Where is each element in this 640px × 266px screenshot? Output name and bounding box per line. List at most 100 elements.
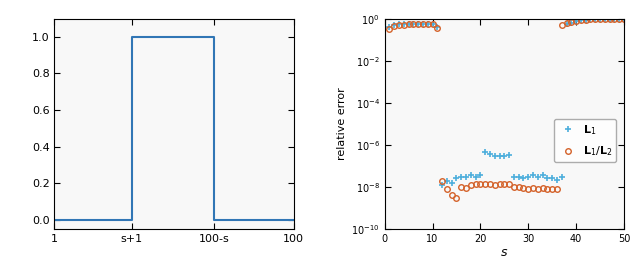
Line: $\mathbf{L}_1/\mathbf{L}_2$: $\mathbf{L}_1/\mathbf{L}_2$ [387, 16, 627, 201]
$\mathbf{L}_1$ [572, 20, 580, 23]
$\mathbf{L}_1/\mathbf{L}_2$ [452, 196, 460, 199]
$\mathbf{L}_1$ [472, 175, 479, 178]
$\mathbf{L}_1/\mathbf{L}_2$ [616, 17, 623, 20]
$\mathbf{L}_1$ [496, 154, 504, 157]
$\mathbf{L}_1$ [410, 22, 417, 26]
$\mathbf{L}_1/\mathbf{L}_2$ [543, 187, 551, 190]
$\mathbf{L}_1/\mathbf{L}_2$ [520, 187, 527, 190]
$\mathbf{L}_1$ [596, 17, 604, 20]
$\mathbf{L}_1/\mathbf{L}_2$ [390, 24, 398, 27]
$\mathbf{L}_1/\mathbf{L}_2$ [429, 23, 436, 26]
$\mathbf{L}_1/\mathbf{L}_2$ [419, 23, 427, 26]
$\mathbf{L}_1$ [477, 174, 484, 177]
$\mathbf{L}_1$ [433, 25, 441, 28]
$\mathbf{L}_1/\mathbf{L}_2$ [558, 23, 566, 26]
$\mathbf{L}_1/\mathbf{L}_2$ [582, 18, 589, 21]
$\mathbf{L}_1$ [491, 154, 499, 157]
$\mathbf{L}_1/\mathbf{L}_2$ [510, 185, 518, 188]
$\mathbf{L}_1/\mathbf{L}_2$ [506, 182, 513, 185]
$\mathbf{L}_1/\mathbf{L}_2$ [539, 187, 547, 190]
$\mathbf{L}_1$ [543, 177, 551, 180]
$\mathbf{L}_1$ [438, 184, 446, 187]
$\mathbf{L}_1/\mathbf{L}_2$ [458, 185, 465, 188]
$\mathbf{L}_1/\mathbf{L}_2$ [400, 23, 408, 26]
$\mathbf{L}_1/\mathbf{L}_2$ [548, 188, 556, 191]
$\mathbf{L}_1/\mathbf{L}_2$ [462, 186, 470, 189]
$\mathbf{L}_1/\mathbf{L}_2$ [386, 27, 394, 30]
$\mathbf{L}_1$ [620, 17, 628, 20]
$\mathbf{L}_1$ [553, 178, 561, 181]
$\mathbf{L}_1$ [404, 22, 412, 26]
Legend: $\mathbf{L}_1$, $\mathbf{L}_1/\mathbf{L}_2$: $\mathbf{L}_1$, $\mathbf{L}_1/\mathbf{L}… [554, 119, 616, 162]
$\mathbf{L}_1/\mathbf{L}_2$ [577, 18, 585, 22]
$\mathbf{L}_1/\mathbf{L}_2$ [515, 186, 522, 189]
$\mathbf{L}_1/\mathbf{L}_2$ [529, 187, 537, 190]
$\mathbf{L}_1/\mathbf{L}_2$ [438, 180, 446, 183]
$\mathbf{L}_1$ [400, 23, 408, 26]
$\mathbf{L}_1/\mathbf{L}_2$ [472, 183, 479, 186]
$\mathbf{L}_1$ [390, 23, 398, 27]
$\mathbf{L}_1$ [419, 22, 427, 25]
$\mathbf{L}_1/\mathbf{L}_2$ [496, 182, 504, 185]
$\mathbf{L}_1$ [611, 17, 618, 20]
$\mathbf{L}_1$ [506, 153, 513, 157]
X-axis label: $s$: $s$ [500, 246, 508, 259]
$\mathbf{L}_1$ [616, 17, 623, 20]
Y-axis label: relative error: relative error [337, 87, 347, 160]
$\mathbf{L}_1$ [443, 180, 451, 183]
$\mathbf{L}_1$ [414, 22, 422, 26]
$\mathbf{L}_1/\mathbf{L}_2$ [481, 182, 489, 185]
$\mathbf{L}_1$ [534, 176, 541, 179]
$\mathbf{L}_1$ [429, 22, 436, 25]
$\mathbf{L}_1/\mathbf{L}_2$ [477, 182, 484, 185]
$\mathbf{L}_1/\mathbf{L}_2$ [433, 26, 441, 30]
$\mathbf{L}_1$ [452, 177, 460, 180]
$\mathbf{L}_1/\mathbf{L}_2$ [620, 17, 628, 20]
$\mathbf{L}_1$ [395, 23, 403, 26]
$\mathbf{L}_1/\mathbf{L}_2$ [467, 184, 475, 187]
$\mathbf{L}_1$ [486, 153, 494, 156]
$\mathbf{L}_1/\mathbf{L}_2$ [404, 23, 412, 26]
$\mathbf{L}_1/\mathbf{L}_2$ [414, 23, 422, 26]
$\mathbf{L}_1$ [587, 18, 595, 21]
$\mathbf{L}_1/\mathbf{L}_2$ [448, 193, 456, 197]
$\mathbf{L}_1$ [539, 174, 547, 177]
$\mathbf{L}_1$ [563, 23, 570, 26]
$\mathbf{L}_1/\mathbf{L}_2$ [587, 18, 595, 21]
$\mathbf{L}_1$ [606, 17, 614, 20]
$\mathbf{L}_1$ [558, 176, 566, 179]
$\mathbf{L}_1$ [462, 176, 470, 179]
$\mathbf{L}_1/\mathbf{L}_2$ [611, 17, 618, 20]
$\mathbf{L}_1$ [520, 177, 527, 180]
$\mathbf{L}_1$ [601, 17, 609, 20]
$\mathbf{L}_1$ [448, 181, 456, 185]
$\mathbf{L}_1/\mathbf{L}_2$ [443, 187, 451, 190]
$\mathbf{L}_1$ [467, 174, 475, 177]
$\mathbf{L}_1/\mathbf{L}_2$ [500, 183, 508, 186]
$\mathbf{L}_1/\mathbf{L}_2$ [424, 23, 431, 26]
$\mathbf{L}_1$ [481, 150, 489, 153]
$\mathbf{L}_1$ [529, 174, 537, 177]
$\mathbf{L}_1$ [515, 176, 522, 179]
$\mathbf{L}_1/\mathbf{L}_2$ [553, 187, 561, 190]
$\mathbf{L}_1$ [548, 177, 556, 180]
$\mathbf{L}_1$ [510, 175, 518, 178]
$\mathbf{L}_1$ [582, 18, 589, 21]
$\mathbf{L}_1/\mathbf{L}_2$ [601, 17, 609, 20]
$\mathbf{L}_1/\mathbf{L}_2$ [524, 187, 532, 190]
$\mathbf{L}_1$ [524, 175, 532, 178]
$\mathbf{L}_1/\mathbf{L}_2$ [591, 18, 599, 21]
$\mathbf{L}_1$ [500, 155, 508, 158]
$\mathbf{L}_1/\mathbf{L}_2$ [410, 23, 417, 26]
$\mathbf{L}_1$ [424, 22, 431, 25]
$\mathbf{L}_1/\mathbf{L}_2$ [486, 182, 494, 185]
$\mathbf{L}_1/\mathbf{L}_2$ [572, 19, 580, 22]
$\mathbf{L}_1/\mathbf{L}_2$ [563, 21, 570, 24]
$\mathbf{L}_1$ [591, 18, 599, 21]
$\mathbf{L}_1$ [458, 175, 465, 178]
$\mathbf{L}_1/\mathbf{L}_2$ [534, 187, 541, 190]
$\mathbf{L}_1/\mathbf{L}_2$ [395, 23, 403, 27]
$\mathbf{L}_1$ [577, 19, 585, 22]
Line: $\mathbf{L}_1$: $\mathbf{L}_1$ [387, 15, 627, 188]
$\mathbf{L}_1$ [386, 25, 394, 28]
